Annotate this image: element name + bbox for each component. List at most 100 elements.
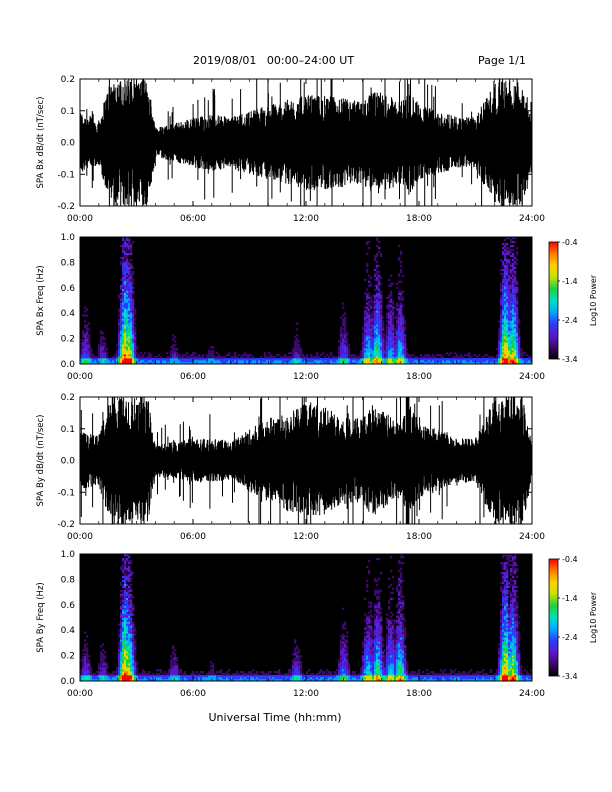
spectrogram-cell	[514, 330, 517, 333]
spectrogram-cell	[206, 358, 209, 361]
spectrogram-cell	[398, 655, 401, 658]
spectrogram-cell	[134, 330, 137, 333]
spectrogram-cell	[504, 280, 507, 283]
spectrogram-cell	[374, 651, 377, 654]
spectrogram-cell	[378, 300, 381, 303]
spectrogram-cell	[530, 362, 533, 365]
spectrogram-cell	[248, 358, 251, 361]
spectrogram-cell	[364, 677, 367, 680]
spectrogram-cell	[126, 260, 129, 264]
spectrogram-cell	[396, 611, 399, 614]
spectrogram-cell	[120, 645, 123, 648]
spectrogram-cell	[314, 675, 317, 678]
spectrogram-cell	[118, 318, 121, 321]
spectrogram-cell	[122, 250, 125, 254]
spectrogram-cell	[400, 663, 403, 666]
spectrogram-cell	[302, 356, 305, 359]
spectrogram-cell	[510, 254, 513, 258]
spectrogram-cell	[368, 629, 371, 632]
spectrogram-cell	[236, 673, 239, 676]
spectrogram-cell	[516, 362, 519, 365]
spectrogram-cell	[522, 352, 525, 355]
spectrogram-cell	[138, 675, 141, 678]
spectrogram-cell	[86, 659, 89, 662]
spectrogram-cell	[422, 358, 425, 361]
spectrogram-cell	[160, 679, 163, 682]
spectrogram-cell	[334, 679, 337, 682]
spectrogram-cell	[122, 344, 125, 347]
spectrogram-cell	[344, 671, 347, 674]
spectrogram-cell	[374, 677, 377, 680]
spectrogram-cell	[274, 362, 277, 365]
spectrogram-cell	[398, 637, 401, 640]
spectrogram-cell	[118, 633, 121, 636]
spectrogram-cell	[398, 244, 401, 248]
spectrogram-cell	[118, 330, 121, 333]
spectrogram-cell	[378, 657, 381, 660]
y-tick-label: -0.1	[57, 488, 75, 498]
spectrogram-cell	[452, 358, 455, 361]
spectrogram-cell	[508, 262, 511, 266]
spectrogram-cell	[378, 641, 381, 644]
spectrogram-cell	[172, 358, 175, 361]
spectrogram-cell	[142, 673, 145, 676]
spectrogram-cell	[374, 653, 377, 656]
spectrogram-cell	[368, 352, 371, 355]
spectrogram-cell	[82, 667, 85, 670]
spectrogram-cell	[444, 358, 447, 361]
spectrogram-cell	[342, 641, 345, 644]
spectrogram-cell	[396, 356, 399, 359]
spectrogram-cell	[376, 671, 379, 674]
spectrogram-cell	[388, 629, 391, 632]
spectrogram-cell	[122, 623, 125, 626]
spectrogram-cell	[132, 673, 135, 676]
spectrogram-cell	[180, 362, 183, 365]
spectrogram-cell	[212, 677, 215, 680]
spectrogram-cell	[478, 354, 481, 357]
spectrogram-cell	[370, 284, 373, 287]
spectrogram-cell	[404, 350, 407, 353]
panel-3: 0.20.10.0-0.1-0.200:00 06:00 12:00 18:00 24:…	[36, 393, 545, 542]
spectrogram-cell	[500, 332, 503, 335]
spectrogram-cell	[374, 635, 377, 638]
spectrogram-cell	[368, 340, 371, 343]
spectrogram-cell	[396, 653, 399, 656]
spectrogram-cell	[460, 358, 463, 361]
spectrogram-cell	[484, 362, 487, 365]
spectrogram-cell	[122, 607, 125, 610]
spectrogram-cell	[388, 356, 391, 359]
spectrogram-cell	[364, 338, 367, 341]
spectrogram-cell	[380, 312, 383, 315]
spectrogram-cell	[212, 673, 215, 676]
spectrogram-cell	[464, 354, 467, 357]
spectrogram-cell	[172, 663, 175, 666]
spectrogram-cell	[136, 354, 139, 357]
spectrogram-cell	[200, 675, 203, 678]
spectrogram-cell	[194, 673, 197, 676]
spectrogram-cell	[216, 356, 219, 359]
spectrogram-cell	[286, 358, 289, 361]
spectrogram-cell	[96, 675, 99, 678]
spectrogram-cell	[102, 663, 105, 666]
spectrogram-cell	[196, 360, 199, 363]
spectrogram-cell	[366, 619, 369, 622]
spectrogram-cell	[368, 356, 371, 359]
spectrogram-cell	[140, 679, 143, 682]
spectrogram-cell	[88, 344, 91, 347]
spectrogram-cell	[404, 340, 407, 343]
spectrogram-cell	[102, 356, 105, 359]
spectrogram-cell	[290, 360, 293, 363]
spectrogram-cell	[366, 621, 369, 624]
spectrogram-cell	[378, 350, 381, 353]
spectrogram-cell	[366, 308, 369, 311]
spectrogram-cell	[386, 621, 389, 624]
spectrogram-cell	[340, 639, 343, 642]
spectrogram-cell	[330, 675, 333, 678]
spectrogram-cell	[388, 348, 391, 351]
spectrogram-cell	[400, 651, 403, 654]
spectrogram-cell	[514, 312, 517, 315]
spectrogram-cell	[208, 671, 211, 674]
spectrogram-cell	[126, 661, 129, 664]
spectrogram-cell	[356, 675, 359, 678]
spectrogram-cell	[296, 340, 299, 343]
